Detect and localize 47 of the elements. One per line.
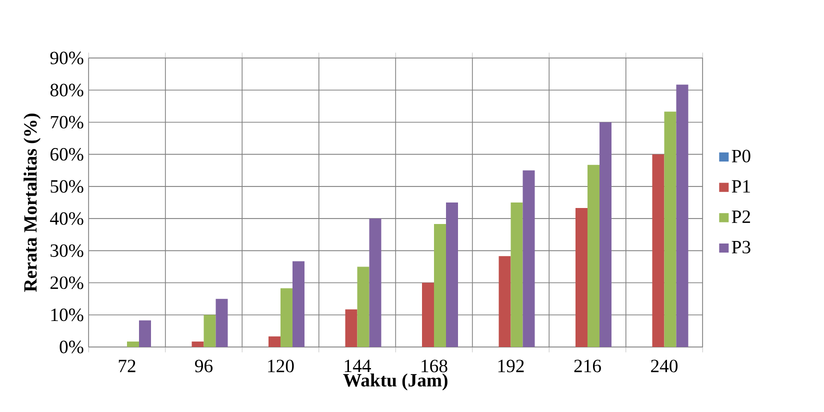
bar [434, 224, 446, 347]
x-tick-label: 96 [195, 360, 213, 372]
x-axis-title: Waktu (Jam) [343, 373, 448, 390]
bar [600, 122, 612, 347]
y-tick-label: 10% [51, 308, 84, 322]
x-tick-label: 144 [344, 360, 371, 372]
x-tick-label: 120 [268, 360, 294, 372]
legend-label: P0 [732, 150, 750, 162]
bar [292, 261, 305, 347]
y-tick-label: 0% [60, 340, 84, 354]
y-tick-label: 30% [50, 244, 84, 257]
bar [576, 208, 588, 347]
y-tick-label: 50% [50, 180, 84, 193]
y-tick-label: 60% [50, 148, 84, 161]
bar [280, 288, 293, 347]
bar [192, 342, 204, 347]
bar [652, 154, 664, 347]
bar [216, 298, 228, 347]
bar [676, 84, 688, 347]
bar [422, 282, 434, 347]
x-tick-label: 192 [498, 360, 524, 372]
bar [268, 336, 281, 347]
bar [345, 309, 358, 347]
y-axis-title: Rerata Mortalitas (%) [24, 114, 41, 292]
bar [369, 218, 382, 347]
bar [510, 202, 523, 347]
y-tick-label: 70% [50, 116, 84, 129]
legend-label: P2 [732, 210, 750, 223]
bar [522, 170, 535, 347]
x-tick-label: 72 [118, 360, 136, 372]
x-tick-label: 168 [422, 360, 448, 372]
bar [204, 314, 216, 347]
y-tick-label: 80% [50, 84, 84, 96]
bar [664, 112, 676, 347]
y-tick-label: 20% [50, 276, 84, 290]
bar [127, 342, 140, 347]
x-tick-label: 216 [574, 360, 601, 372]
x-tick-label: 240 [651, 360, 678, 372]
y-tick-label: 90% [50, 52, 84, 64]
legend-label: P1 [732, 180, 750, 193]
legend-label: P3 [732, 240, 750, 254]
bar [446, 202, 458, 347]
y-tick-label: 40% [50, 212, 84, 225]
bar [498, 256, 511, 347]
bar [139, 320, 152, 347]
bar [357, 266, 370, 347]
bar [588, 164, 600, 347]
